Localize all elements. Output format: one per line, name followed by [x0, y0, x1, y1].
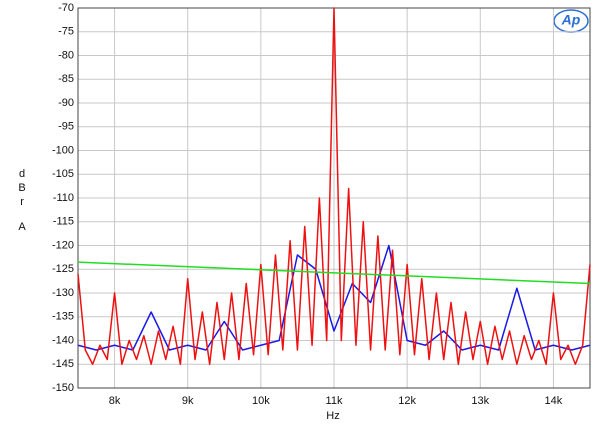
- x-tick-label: 12k: [398, 395, 416, 407]
- y-tick-label: -90: [58, 97, 74, 109]
- y-tick-label: -115: [53, 216, 74, 228]
- y-tick-label: -105: [52, 168, 74, 180]
- y-tick-label: -75: [58, 26, 74, 38]
- spectrum-line: [77, 244, 591, 351]
- y-tick-label: -145: [52, 358, 74, 370]
- y-tick-label: -150: [52, 382, 74, 394]
- y-tick-label: -130: [52, 287, 74, 299]
- spectrum-line: [77, 7, 591, 365]
- x-tick-label: 8k: [109, 395, 121, 407]
- y-tick-label: -125: [52, 263, 74, 275]
- y-tick-label: -120: [52, 239, 74, 251]
- y-tick-label: -85: [58, 73, 74, 85]
- y-tick-label: -140: [52, 334, 74, 346]
- x-tick-label: 14k: [545, 395, 563, 407]
- y-tick-label: -70: [58, 2, 74, 14]
- y-tick-label: -110: [53, 192, 74, 204]
- x-tick-label: 11k: [326, 395, 343, 407]
- y-tick-label: -100: [52, 144, 74, 156]
- x-tick-label: 9k: [182, 395, 194, 407]
- y-axis-unit: A: [18, 221, 26, 233]
- x-axis-label: Hz: [326, 410, 339, 422]
- x-tick-label: 13k: [471, 395, 489, 407]
- x-tick-label: 10k: [252, 395, 270, 407]
- logo: Ap: [561, 12, 581, 28]
- spectrum-line: [77, 261, 591, 285]
- y-tick-label: -135: [52, 311, 74, 323]
- y-tick-label: -80: [58, 49, 74, 61]
- y-axis-label: dBr: [16, 168, 28, 210]
- y-tick-label: -95: [58, 121, 74, 133]
